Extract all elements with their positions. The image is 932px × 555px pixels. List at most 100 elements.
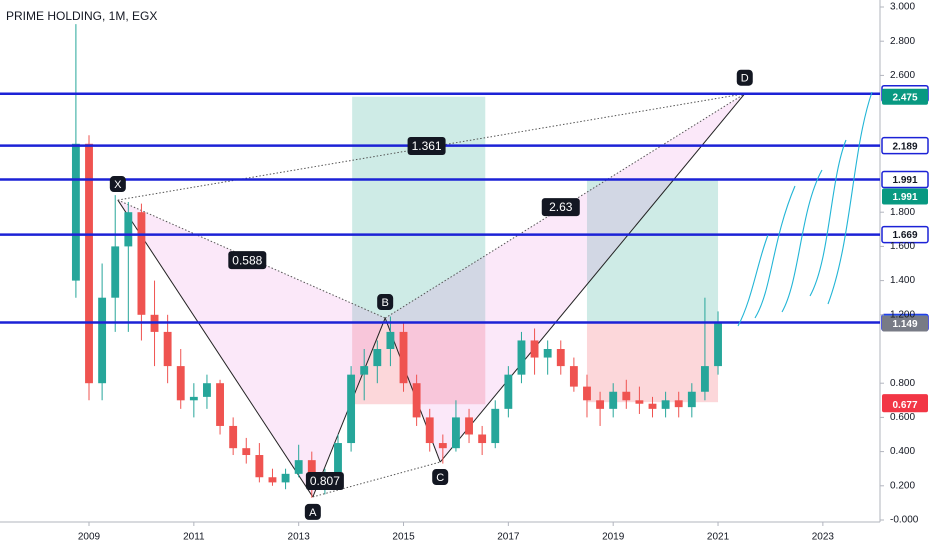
candle-body — [517, 340, 526, 375]
candle-body — [111, 246, 120, 298]
candle-body — [425, 417, 434, 444]
candle-body — [137, 212, 146, 315]
candle-body — [687, 391, 696, 408]
candle-body — [373, 349, 382, 367]
price-tag-label: 2.475 — [892, 92, 917, 103]
candle-body — [163, 331, 172, 367]
candle-body — [465, 417, 473, 435]
candle-body — [438, 443, 447, 449]
ratio-line — [384, 93, 746, 319]
y-tick-label: 1.400 — [890, 275, 915, 286]
chart-title: PRIME HOLDING, 1M, EGX — [6, 9, 157, 23]
price-tag — [882, 88, 928, 105]
candle-body — [530, 340, 539, 358]
candle-body — [504, 374, 513, 409]
point-label: A — [309, 507, 317, 519]
price-tag — [882, 188, 928, 205]
y-tick-label: 0.600 — [890, 412, 915, 423]
price-tag-label: 1.149 — [892, 319, 917, 330]
hand-stroke — [809, 139, 847, 297]
ratio-badge — [541, 198, 580, 217]
price-tag — [882, 396, 928, 413]
x-tick-label: 2019 — [602, 532, 625, 543]
level-tag — [881, 136, 929, 155]
ratio-badge — [407, 137, 446, 156]
stop-zone — [586, 322, 719, 403]
candle-body — [176, 366, 185, 401]
candle-body — [281, 473, 290, 483]
candle-body — [714, 323, 722, 367]
candle-body — [700, 366, 709, 392]
candle-body — [347, 374, 356, 444]
y-tick-label: 1.800 — [890, 207, 915, 218]
candle-body — [543, 349, 552, 358]
candle-body — [229, 425, 238, 449]
ratio-line — [117, 93, 745, 201]
y-tick-label: -0.000 — [890, 515, 919, 526]
candle-body — [556, 349, 565, 367]
x-tick-label: 2009 — [78, 532, 101, 543]
ratio-badge — [228, 251, 267, 270]
y-tick-label: 2.800 — [890, 36, 915, 47]
y-tick-label: 1.600 — [890, 241, 915, 252]
point-badge — [736, 69, 753, 86]
hand-drawing — [737, 91, 873, 327]
pattern-leg — [439, 93, 746, 463]
point-badge — [377, 294, 394, 311]
candle-body — [268, 477, 277, 483]
candle-body — [124, 212, 133, 247]
candle-body — [569, 366, 578, 387]
level-tag — [881, 225, 929, 244]
candle-body — [360, 366, 369, 375]
point-badge — [432, 469, 449, 486]
candle-body — [648, 403, 657, 409]
hand-stroke — [827, 91, 873, 305]
level-tag — [881, 170, 929, 189]
candle-body — [98, 297, 107, 384]
target-zone — [586, 179, 719, 323]
candle-body — [71, 143, 80, 281]
price-tag-label: 0.677 — [892, 400, 917, 411]
candle-body — [216, 383, 224, 426]
pattern-fill — [385, 93, 745, 463]
candle-body — [635, 400, 644, 404]
candle-body — [334, 443, 342, 473]
hand-stroke — [754, 185, 796, 319]
level-tag-label: 1.991 — [892, 175, 917, 186]
x-tick-label: 2023 — [812, 532, 835, 543]
pattern-fill — [117, 200, 386, 497]
point-label: B — [381, 297, 388, 309]
ratio-label: 0.588 — [232, 253, 262, 267]
candle-body — [661, 400, 670, 409]
candle-body — [622, 391, 631, 401]
x-tick-label: 2017 — [497, 532, 520, 543]
point-label: D — [741, 73, 749, 85]
candle-body — [294, 460, 303, 474]
x-tick-label: 2015 — [392, 532, 415, 543]
hand-stroke — [781, 169, 823, 313]
price-tag — [882, 315, 928, 332]
y-tick-label: 2.600 — [890, 70, 915, 81]
candle-body — [255, 455, 264, 478]
candle-body — [478, 434, 487, 444]
y-tick-label: 0.200 — [890, 480, 915, 491]
point-badge — [304, 503, 321, 520]
target-zone — [352, 96, 486, 323]
ratio-badge — [305, 472, 344, 491]
ratio-label: 0.807 — [310, 474, 340, 488]
ratio-line — [312, 461, 441, 498]
pattern-leg — [117, 199, 314, 498]
candle-body — [189, 396, 198, 401]
candle-body — [491, 408, 500, 444]
ratio-label: 2.63 — [549, 200, 573, 214]
price-tag-label: 1.991 — [892, 192, 917, 203]
candle-body — [596, 400, 605, 409]
candle-body — [85, 143, 93, 384]
candle-body — [386, 331, 395, 349]
point-label: C — [436, 472, 444, 484]
x-tick-label: 2013 — [288, 532, 311, 543]
point-label: X — [114, 179, 122, 191]
candle-body — [583, 386, 591, 401]
